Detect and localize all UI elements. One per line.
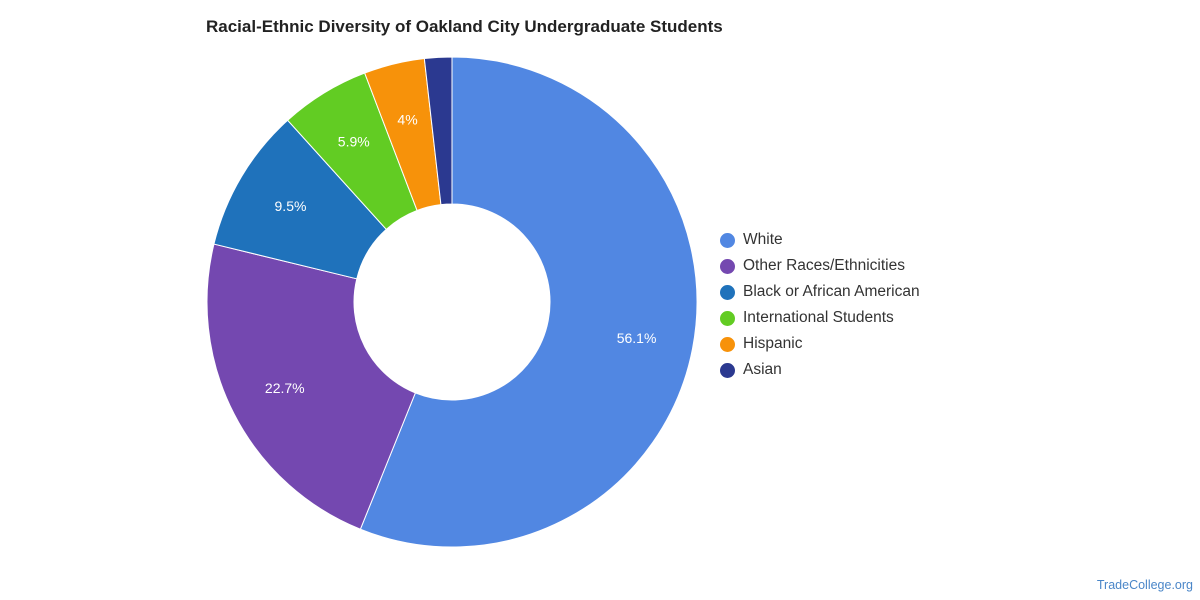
legend-swatch-icon <box>720 310 735 326</box>
legend-label: White <box>743 231 783 248</box>
legend-item-5[interactable]: Asian <box>720 357 920 383</box>
legend-label: Other Races/Ethnicities <box>743 257 905 274</box>
legend-swatch-icon <box>720 258 735 274</box>
legend-item-0[interactable]: White <box>720 227 920 253</box>
legend-swatch-icon <box>720 284 735 300</box>
slice-label-0: 56.1% <box>617 330 657 346</box>
donut-slice-1[interactable] <box>206 243 417 530</box>
slice-label-3: 5.9% <box>338 134 370 150</box>
donut-slice-0[interactable] <box>359 56 698 548</box>
legend-item-4[interactable]: Hispanic <box>720 331 920 357</box>
legend-label: Asian <box>743 361 782 378</box>
slice-label-2: 9.5% <box>275 198 307 214</box>
legend-item-3[interactable]: International Students <box>720 305 920 331</box>
legend-label: International Students <box>743 309 894 326</box>
slice-label-1: 22.7% <box>265 380 305 396</box>
legend-swatch-icon <box>720 232 735 248</box>
legend-item-2[interactable]: Black or African American <box>720 279 920 305</box>
chart-title: Racial-Ethnic Diversity of Oakland City … <box>206 17 723 36</box>
legend-label: Hispanic <box>743 335 803 352</box>
slice-label-4: 4% <box>397 111 417 127</box>
chart-legend: White Other Races/Ethnicities Black or Afr… <box>720 227 920 383</box>
legend-swatch-icon <box>720 336 735 352</box>
legend-label: Black or African American <box>743 283 920 300</box>
donut-slice-5[interactable] <box>423 56 453 206</box>
source-credit[interactable]: TradeCollege.org <box>1096 578 1193 592</box>
legend-item-1[interactable]: Other Races/Ethnicities <box>720 253 920 279</box>
legend-swatch-icon <box>720 362 735 378</box>
